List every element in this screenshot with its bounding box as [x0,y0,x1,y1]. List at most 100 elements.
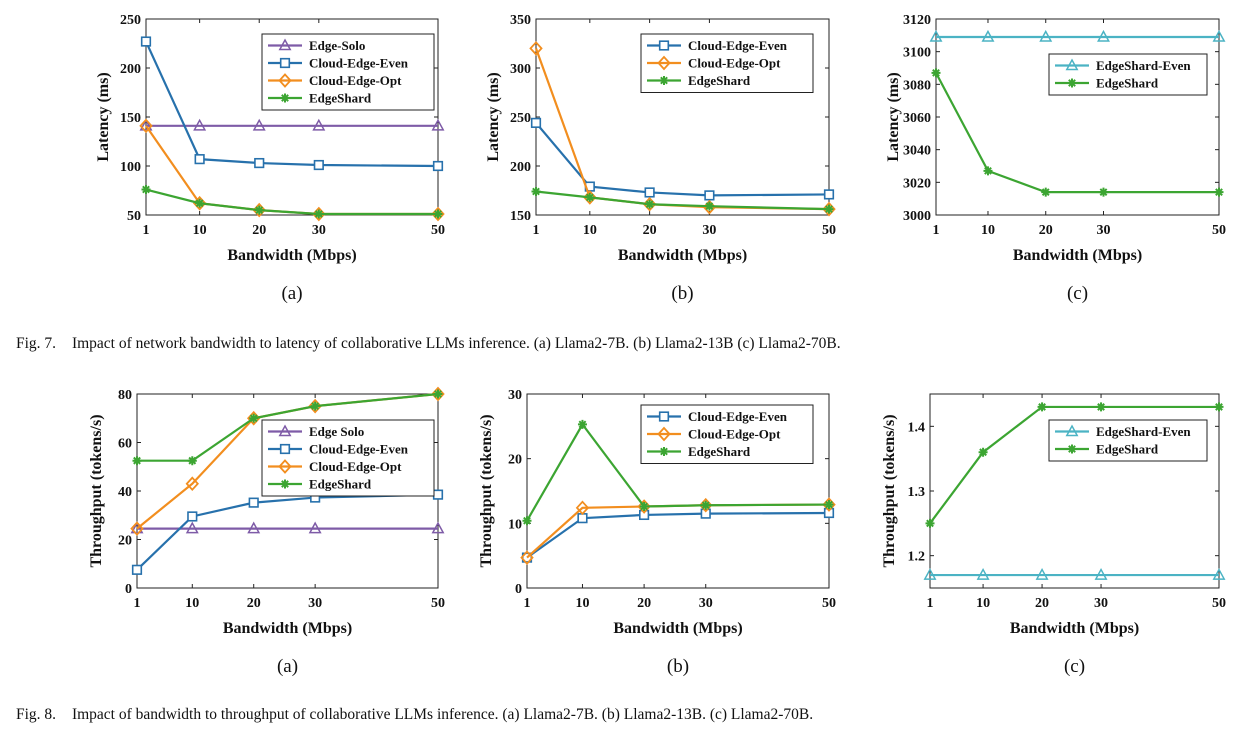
data-point-marker [433,209,443,219]
x-tick-label: 10 [185,596,199,611]
x-tick-label: 20 [637,596,651,611]
data-point-marker [185,521,199,534]
data-point-marker [193,118,207,131]
series-edgeshard [931,68,1224,197]
x-tick-label: 30 [702,223,716,238]
data-point-marker [187,511,198,522]
series-edgeshard [132,389,443,466]
data-point-marker [1096,402,1106,412]
y-tick-label: 50 [127,209,141,224]
series-edgeshard [522,419,834,526]
y-tick-label: 0 [515,582,522,597]
y-tick-label: 3020 [903,176,931,191]
data-point-marker [249,413,259,423]
data-point-marker [1035,568,1049,580]
series-edge-solo [130,521,445,534]
y-tick-label: 3060 [903,111,931,126]
legend-box [1048,53,1208,96]
data-point-marker [248,497,259,508]
x-axis-label: Bandwidth (Mbps) [1013,247,1142,264]
legend-swatch-marker [1065,424,1079,437]
legend-box [1048,419,1208,462]
subfigure-label: (c) [1064,656,1085,677]
chart-fig8b-throughput-llama2-13b: 1 10 20 30 50 0 10 20 30 Bandwidth (Mbps) Throughp… [478,388,836,677]
series-edge-solo [139,118,445,131]
x-tick-label: 50 [822,223,836,238]
x-axis-label: Bandwidth (Mbps) [227,247,356,264]
data-point-marker [931,68,941,78]
data-point-marker [978,447,988,457]
data-point-marker [704,190,715,201]
data-point-marker [529,41,543,56]
y-axis-label: Throughput (tokens/s) [881,414,898,567]
data-point-marker [433,389,443,399]
data-point-marker [983,166,993,176]
fig8-caption-text: Impact of bandwidth to throughput of col… [71,706,814,723]
legend-entry-label: EdgeShard [688,73,751,88]
data-point-marker [1214,402,1224,412]
data-point-marker [139,118,153,134]
legend-swatch-marker [1067,78,1077,88]
legend-swatch-marker [278,38,292,51]
x-tick-label: 10 [193,223,207,238]
subfigure-label: (b) [667,656,689,677]
y-tick-label: 200 [120,62,141,77]
subfigure-label: (c) [1067,283,1088,304]
subfigure-label: (a) [277,656,298,677]
legend-entry-label: EdgeShard-Even [1096,58,1191,73]
data-point-marker [312,118,326,131]
y-tick-label: 60 [118,437,132,452]
y-axis-label: Latency (ms) [95,72,112,161]
data-point-marker [522,516,532,526]
data-point-marker [432,160,444,172]
data-point-marker [431,206,445,222]
data-point-marker [929,29,943,42]
data-point-marker [185,476,200,492]
legend: Edge Solo Cloud-Edge-Even Cloud-Edge-Opt Ed… [261,419,435,497]
y-tick-label: 100 [120,160,141,175]
fig8-caption: Fig. 8. Impact of bandwidth to throughpu… [16,706,813,724]
legend: Cloud-Edge-Even Cloud-Edge-Opt EdgeShard [640,33,814,93]
series-cloud-edge-even [530,117,835,201]
y-tick-label: 1.3 [908,485,926,500]
y-tick-label: 20 [118,534,132,549]
data-point-marker [308,398,322,414]
y-axis-label: Latency (ms) [485,72,502,161]
data-point-marker [642,196,657,212]
chart-fig7a-latency-llama2-7b: 1 10 20 30 50 50 100 150 200 250 Bandwidth (Mbps) L… [95,13,445,304]
x-tick-label: 10 [981,223,995,238]
data-point-marker [1212,568,1226,580]
data-point-marker [141,185,151,195]
y-axis-label: Latency (ms) [885,72,902,161]
plot-area-box [526,393,830,589]
legend-entry-label: EdgeShard-Even [1096,424,1191,439]
legend: Edge-Solo Cloud-Edge-Even Cloud-Edge-Opt Ed… [261,33,435,111]
x-axis-label: Bandwidth (Mbps) [613,620,742,637]
x-tick-label: 10 [976,596,990,611]
data-point-marker [1039,29,1053,42]
legend-swatch-marker [657,55,671,71]
y-tick-label: 0 [125,582,132,597]
data-point-marker [701,500,711,510]
data-point-marker [313,159,324,171]
data-point-marker [1097,29,1110,42]
data-point-marker [1094,568,1108,580]
legend-entry-label: EdgeShard [1096,442,1159,457]
legend-entry-label: Cloud-Edge-Even [688,38,788,53]
figure-7: 1 10 20 30 50 50 100 150 200 250 Bandwidth (Mbps) L… [0,0,1246,360]
plot-area-box [935,18,1220,216]
data-point-marker [976,568,990,580]
fig7-caption-text: Impact of network bandwidth to latency o… [71,335,841,352]
x-tick-label: 50 [1212,596,1226,611]
data-point-marker [431,386,445,402]
x-axis-label: Bandwidth (Mbps) [223,620,352,637]
data-point-marker [195,198,205,208]
x-tick-label: 1 [524,596,531,611]
series-edgeshard [141,185,443,219]
y-tick-label: 3100 [903,46,931,61]
legend-entry-label: Edge-Solo [309,38,365,53]
x-tick-label: 20 [1039,223,1053,238]
legend-swatch-marker [279,443,291,455]
legend-swatch-marker [1067,444,1077,454]
y-axis-label: Throughput (tokens/s) [88,414,105,567]
